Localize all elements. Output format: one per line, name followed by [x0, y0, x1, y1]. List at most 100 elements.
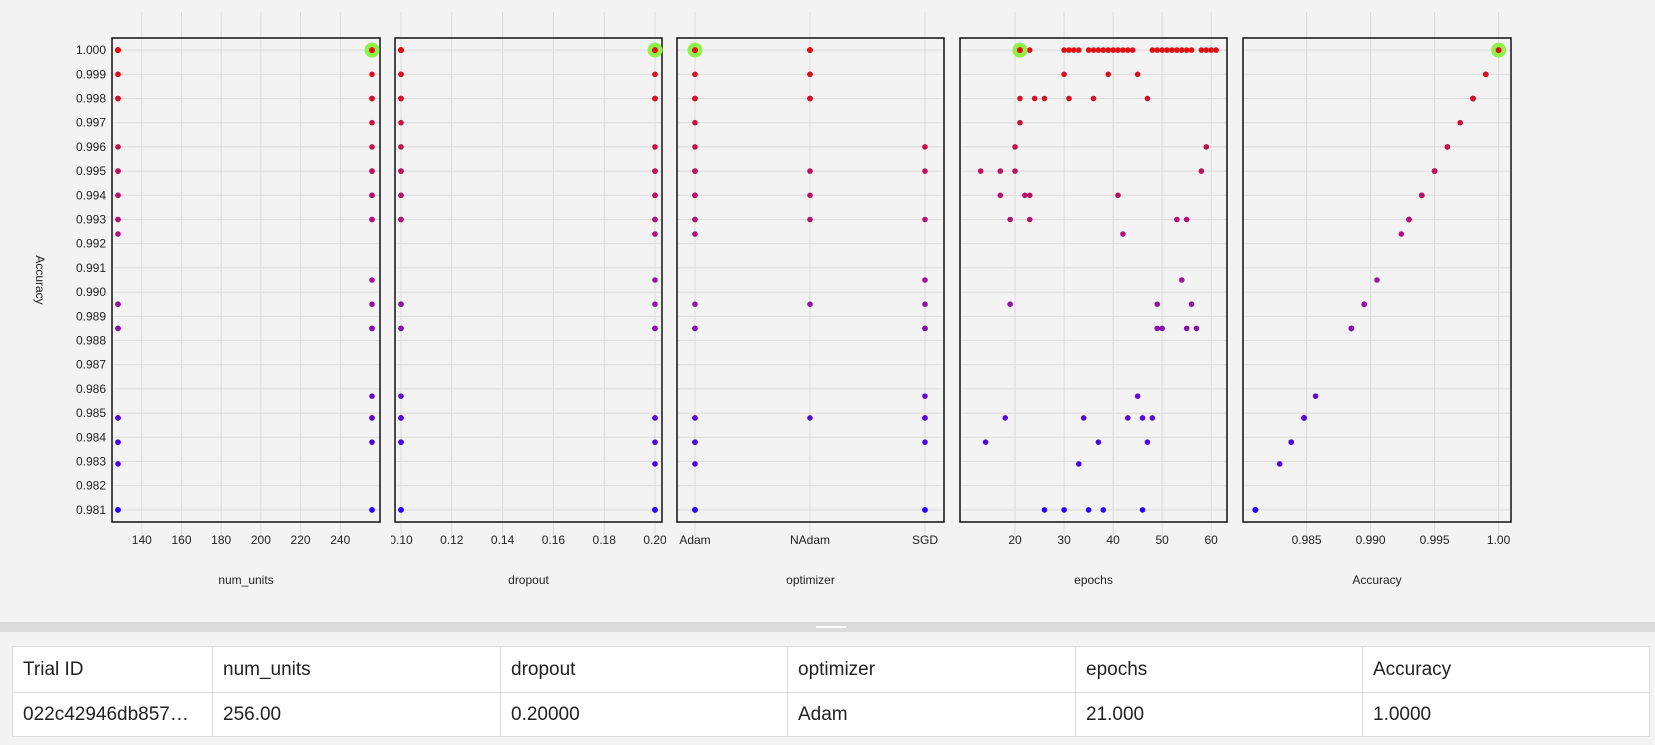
data-point[interactable]	[398, 301, 404, 308]
data-point[interactable]	[398, 439, 404, 445]
data-point[interactable]	[1431, 168, 1438, 174]
data-point[interactable]	[652, 216, 658, 223]
data-point[interactable]	[1100, 507, 1107, 513]
data-point[interactable]	[1110, 47, 1116, 53]
data-point[interactable]	[807, 415, 813, 421]
header-optimizer[interactable]: optimizer	[787, 646, 1076, 693]
data-point[interactable]	[1149, 415, 1156, 421]
data-point[interactable]	[1361, 301, 1367, 308]
data-point[interactable]	[652, 71, 658, 78]
data-point[interactable]	[1457, 119, 1463, 126]
data-point[interactable]	[1071, 47, 1077, 53]
data-point[interactable]	[1419, 192, 1425, 199]
data-point[interactable]	[1183, 216, 1190, 223]
data-point[interactable]	[369, 393, 375, 399]
data-point[interactable]	[1188, 301, 1195, 308]
data-point[interactable]	[1002, 415, 1009, 421]
data-point[interactable]	[922, 168, 928, 174]
data-point[interactable]	[1012, 144, 1018, 150]
data-point[interactable]	[692, 119, 698, 126]
data-point[interactable]	[652, 168, 658, 174]
data-point[interactable]	[1120, 47, 1126, 53]
data-point[interactable]	[369, 95, 375, 102]
data-point[interactable]	[1105, 71, 1112, 78]
data-point[interactable]	[398, 144, 404, 150]
data-point[interactable]	[1129, 47, 1136, 53]
data-point[interactable]	[1017, 95, 1023, 102]
data-point[interactable]	[398, 393, 404, 399]
data-point[interactable]	[398, 95, 404, 102]
data-point[interactable]	[1115, 47, 1121, 53]
data-point[interactable]	[398, 507, 404, 513]
data-point[interactable]	[369, 301, 375, 308]
data-point[interactable]	[115, 192, 121, 199]
header-num-units[interactable]: num_units	[212, 646, 501, 693]
data-point[interactable]	[977, 168, 984, 174]
data-point[interactable]	[692, 216, 698, 223]
data-point[interactable]	[997, 192, 1004, 199]
data-point[interactable]	[115, 71, 121, 78]
splitter-grip-icon[interactable]	[816, 626, 846, 628]
best-trial-point[interactable]	[652, 47, 658, 54]
data-point[interactable]	[1120, 231, 1126, 237]
data-point[interactable]	[369, 168, 375, 174]
data-point[interactable]	[922, 301, 928, 308]
data-point[interactable]	[692, 301, 698, 308]
data-point[interactable]	[692, 415, 698, 421]
data-point[interactable]	[692, 95, 698, 102]
data-point[interactable]	[369, 439, 375, 445]
header-trial-id[interactable]: Trial ID	[12, 646, 213, 693]
header-epochs[interactable]: epochs	[1075, 646, 1363, 693]
data-point[interactable]	[922, 393, 928, 399]
data-point[interactable]	[398, 415, 404, 421]
data-point[interactable]	[1178, 47, 1185, 53]
parallel-scatter-chart[interactable]: Accuracy 0.981 0.982 0.983 0.984 0.985 0.986 0…	[0, 0, 1655, 622]
best-trial-point[interactable]	[1495, 47, 1502, 54]
data-point[interactable]	[115, 216, 121, 223]
data-point[interactable]	[1085, 507, 1092, 513]
data-point[interactable]	[1169, 47, 1175, 53]
data-point[interactable]	[369, 507, 375, 513]
data-point[interactable]	[1144, 439, 1151, 445]
header-accuracy[interactable]: Accuracy	[1362, 646, 1650, 693]
data-point[interactable]	[1022, 192, 1028, 199]
data-point[interactable]	[1066, 95, 1072, 102]
data-point[interactable]	[1154, 47, 1161, 53]
data-point[interactable]	[398, 119, 404, 126]
data-point[interactable]	[115, 231, 121, 237]
data-point[interactable]	[369, 192, 375, 199]
data-point[interactable]	[922, 325, 928, 332]
data-point[interactable]	[1470, 95, 1476, 102]
data-point[interactable]	[1198, 168, 1205, 174]
data-point[interactable]	[115, 168, 121, 174]
data-point[interactable]	[652, 144, 658, 150]
data-point[interactable]	[652, 507, 658, 513]
data-point[interactable]	[1105, 47, 1112, 53]
data-point[interactable]	[398, 325, 404, 332]
data-point[interactable]	[1144, 95, 1151, 102]
data-point[interactable]	[692, 461, 698, 467]
data-point[interactable]	[1026, 216, 1033, 223]
data-point[interactable]	[1031, 95, 1038, 102]
data-point[interactable]	[1125, 415, 1131, 421]
data-point[interactable]	[115, 301, 121, 308]
best-trial-point[interactable]	[1016, 47, 1023, 54]
data-point[interactable]	[1483, 71, 1489, 78]
data-point[interactable]	[115, 461, 121, 467]
cell-trial-id[interactable]: 022c42946db857…	[12, 692, 213, 737]
data-point[interactable]	[1012, 168, 1018, 174]
data-point[interactable]	[807, 301, 813, 308]
data-point[interactable]	[115, 507, 121, 513]
data-point[interactable]	[652, 439, 658, 445]
data-point[interactable]	[115, 95, 121, 102]
data-point[interactable]	[1252, 507, 1259, 513]
data-point[interactable]	[1198, 47, 1205, 53]
data-point[interactable]	[115, 47, 121, 53]
data-point[interactable]	[1154, 325, 1161, 332]
data-point[interactable]	[1090, 95, 1097, 102]
data-point[interactable]	[115, 144, 121, 150]
data-point[interactable]	[369, 119, 375, 126]
data-point[interactable]	[807, 95, 813, 102]
data-point[interactable]	[807, 192, 813, 199]
data-point[interactable]	[1348, 325, 1355, 332]
